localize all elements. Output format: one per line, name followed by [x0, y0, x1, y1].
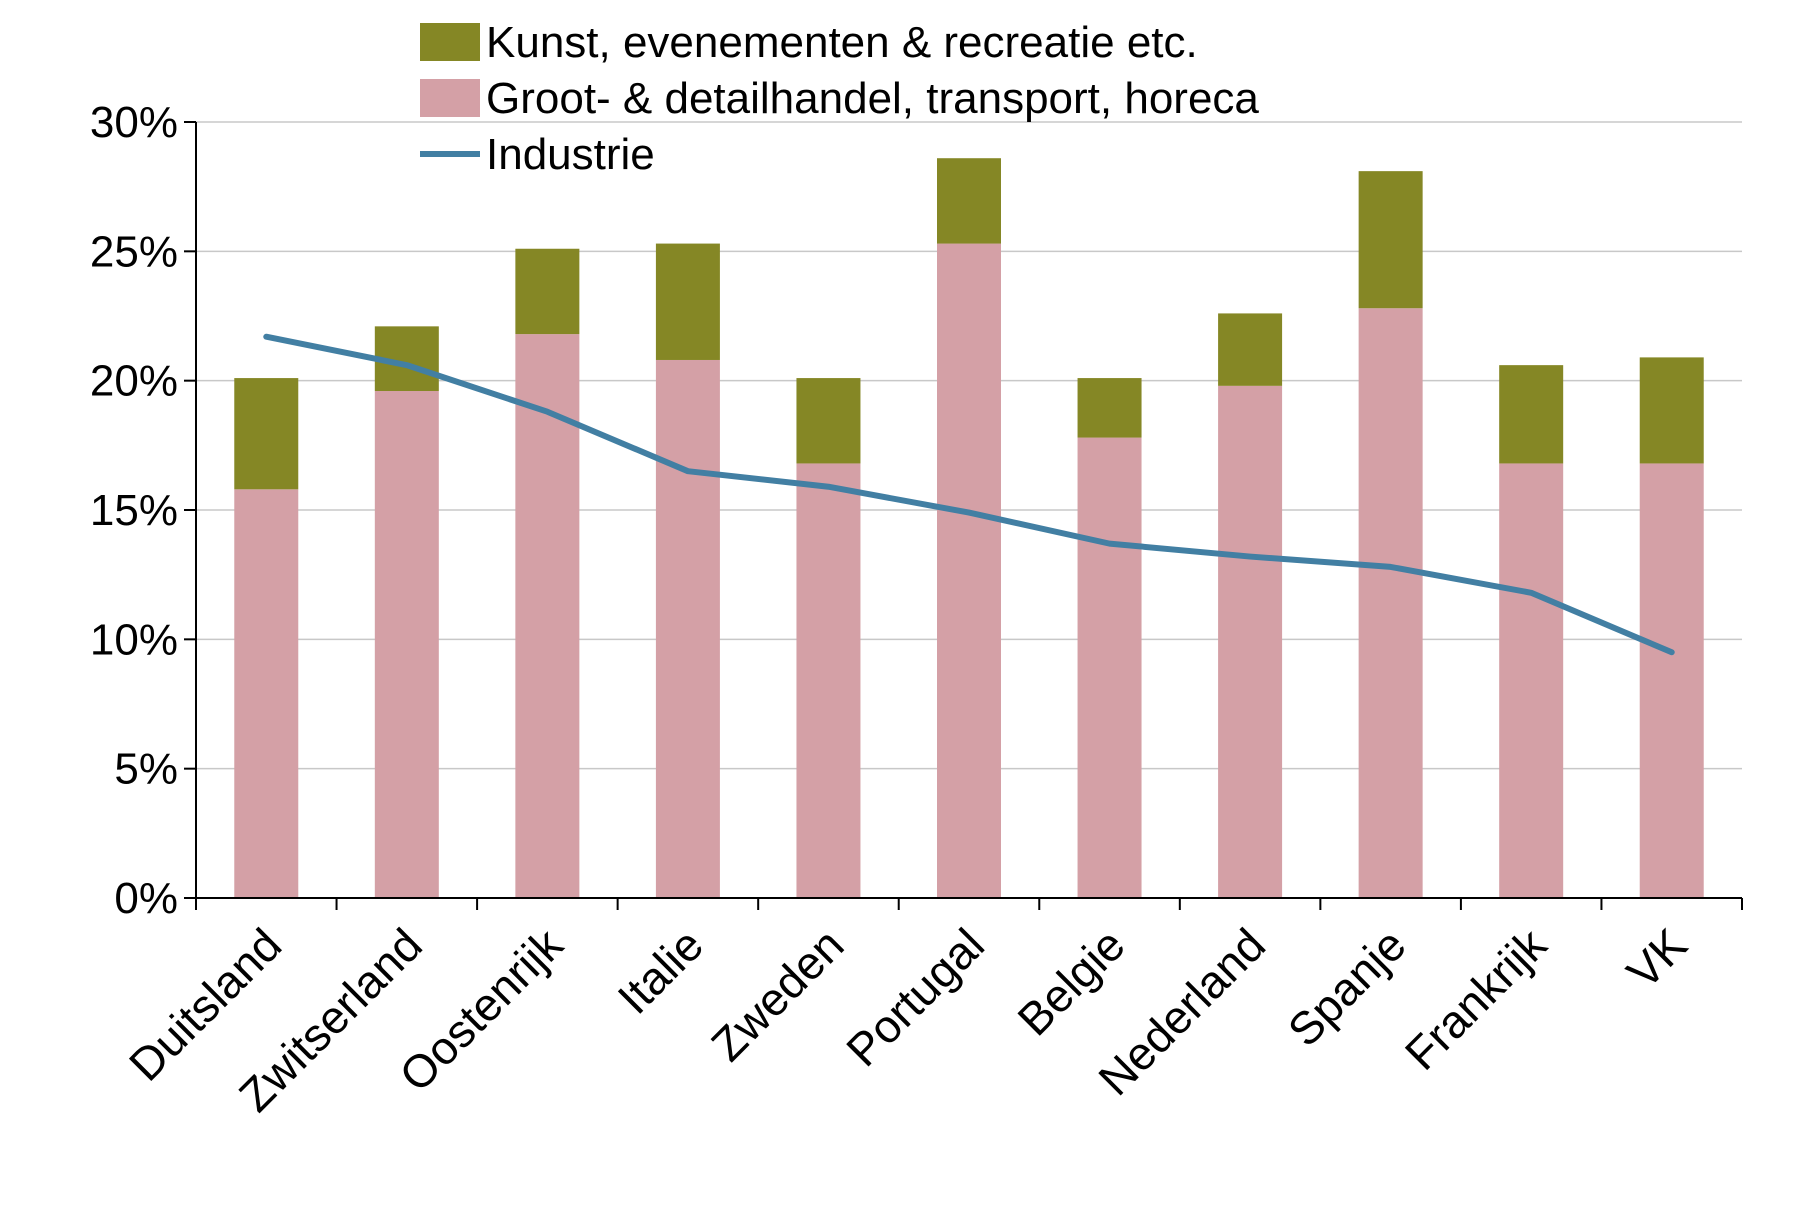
x-category-label: Portugal [836, 918, 994, 1076]
x-category-label: Italie [607, 918, 712, 1023]
bar-segment [1499, 365, 1564, 464]
bar-segment [796, 463, 861, 898]
x-category-label: VK [1617, 918, 1697, 998]
bar-segment [1218, 313, 1283, 386]
bar-segment [1639, 357, 1704, 464]
y-tick-label: 0% [114, 874, 178, 923]
y-tick-label: 25% [90, 227, 178, 276]
y-tick-label: 20% [90, 357, 178, 406]
bar-segment [1639, 463, 1704, 898]
x-category-label: Spanje [1278, 918, 1416, 1056]
legend-label: Industrie [486, 130, 655, 179]
y-tick-label: 10% [90, 615, 178, 664]
bar-segment [1358, 171, 1423, 309]
bar-segment [655, 359, 720, 898]
axes [184, 121, 1743, 910]
x-category-label: Zweden [701, 918, 853, 1070]
y-tick-label: 15% [90, 486, 178, 535]
bar-segment [1358, 308, 1423, 898]
bar-segment [515, 334, 580, 898]
bar-segment [1218, 385, 1283, 899]
legend-swatch [420, 79, 480, 117]
y-tick-label: 30% [90, 98, 178, 147]
bar-segment [1077, 437, 1142, 898]
bar-segment [234, 489, 299, 898]
legend-label: Groot- & detailhandel, transport, horeca [486, 74, 1259, 123]
legend: Kunst, evenementen & recreatie etc. Groot… [420, 18, 1259, 179]
y-tick-label: 5% [114, 745, 178, 794]
bar-segment [234, 378, 299, 490]
x-category-label: Belgie [1007, 918, 1134, 1045]
bar-segment [937, 243, 1001, 898]
industrie-line-group [263, 333, 1675, 656]
bar-segment [655, 243, 720, 360]
bar-segment [1077, 378, 1142, 438]
bar-segment [937, 158, 1001, 244]
bars [234, 158, 1704, 899]
bar-segment [515, 248, 580, 335]
legend-label: Kunst, evenementen & recreatie etc. [486, 18, 1198, 67]
legend-swatch [420, 23, 480, 61]
y-tick-labels: 0% 5% 10% 15% 20% 25% 30% [90, 98, 178, 923]
bar-segment [796, 378, 861, 464]
bar-segment [1499, 463, 1564, 898]
x-category-label: Frankrijk [1395, 918, 1557, 1080]
bar-segment [374, 391, 439, 898]
